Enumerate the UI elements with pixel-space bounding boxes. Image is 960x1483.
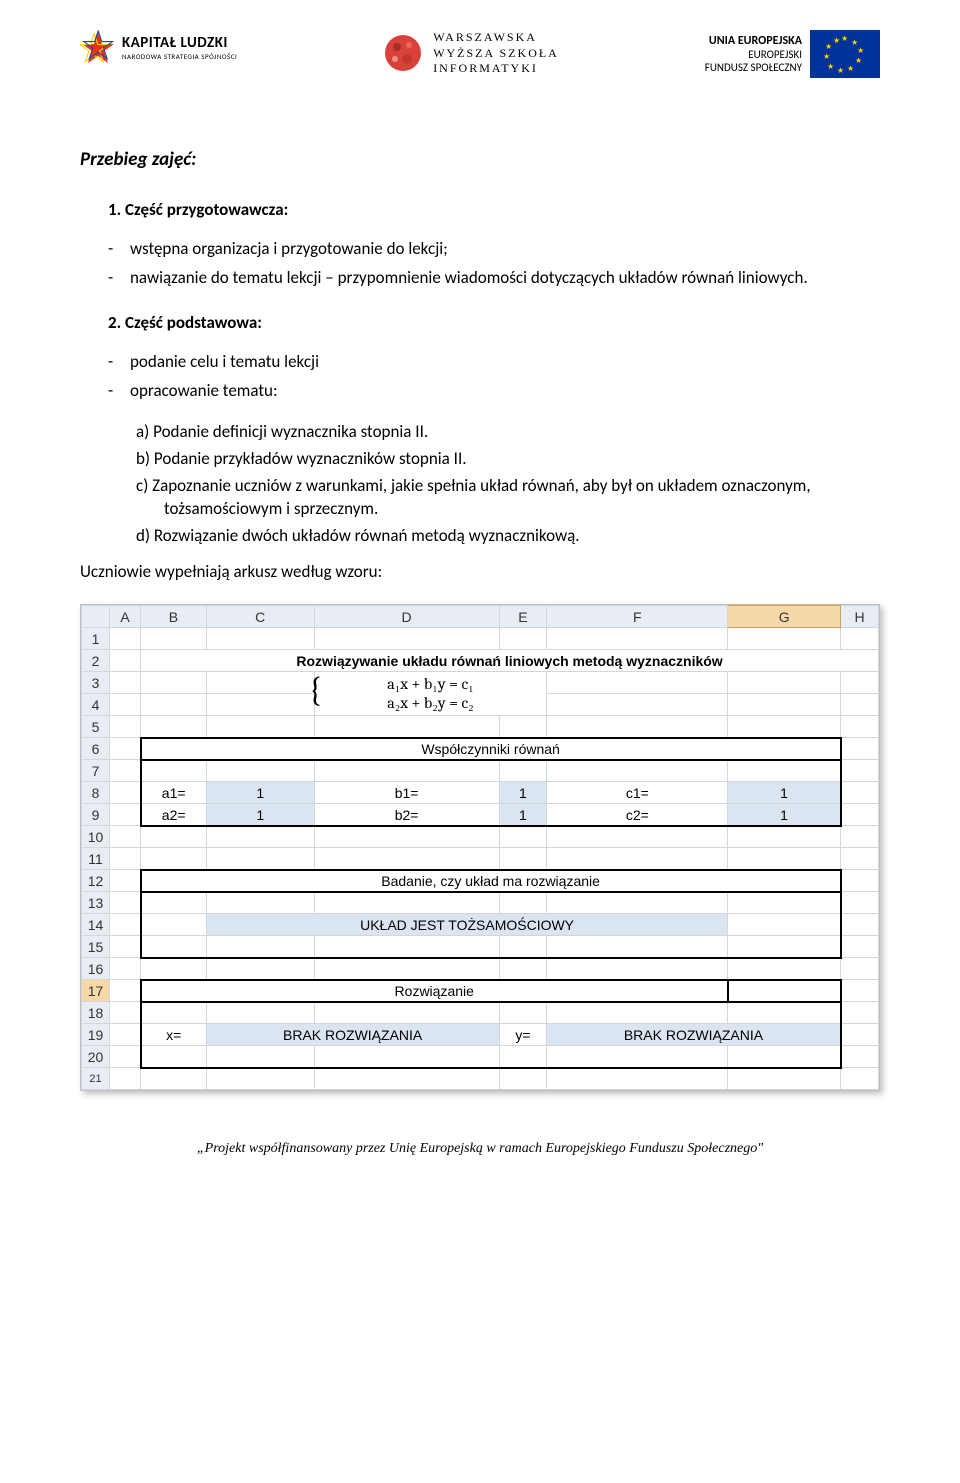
row-header: 4 [82,694,110,716]
row-header: 21 [82,1068,110,1090]
col-header: H [841,606,879,628]
cell-label: c2= [547,804,728,826]
list-item: b) Podanie przykładów wyznaczników stopn… [136,448,880,471]
row-header: 15 [82,936,110,958]
list-item: a) Podanie definicji wyznacznika stopnia… [136,421,880,444]
paragraph: Uczniowie wypełniają arkusz według wzoru… [80,561,880,582]
row-header: 6 [82,738,110,760]
col-header-selected: G [728,606,841,628]
logo-wwsi: WARSZAWSKA WYŻSZA SZKOŁA INFORMATYKI [383,30,559,77]
section2-heading: 2. Część podstawowa: [108,312,880,333]
cell-label: c1= [547,782,728,804]
row-header-selected: 17 [82,980,110,1002]
cell-label: x= [141,1024,207,1046]
row-header: 14 [82,914,110,936]
row-header: 20 [82,1046,110,1068]
list-item: wstępna organizacja i przygotowanie do l… [108,238,880,261]
document-header: KAPITAŁ LUDZKI NARODOWA STRATEGIA SPÓJNO… [80,30,880,78]
cell-value: 1 [499,804,547,826]
wwsi-line3: INFORMATYKI [433,61,559,77]
logo-eu: UNIA EUROPEJSKA EUROPEJSKI FUNDUSZ SPOŁE… [705,30,880,78]
eu-flag-icon: ★ ★ ★ ★ ★ ★ ★ ★ ★ ★ ★ ★ [810,30,880,78]
col-header: A [110,606,141,628]
equation-system: { a₁x + b₁y = c₁ a₂x + b₂y = c₂ [314,672,547,716]
list-item: opracowanie tematu: [108,380,880,403]
cell-value: 1 [728,782,841,804]
page-footer: „Projekt współfinansowany przez Unię Eur… [80,1141,880,1157]
row-header: 16 [82,958,110,980]
kl-subtitle: NARODOWA STRATEGIA SPÓJNOŚCI [122,53,237,60]
kl-star-icon [80,30,116,66]
list-item: d) Rozwiązanie dwóch układów równań meto… [136,525,880,548]
section2-alpha-list: a) Podanie definicji wyznacznika stopnia… [136,421,880,548]
section1-list: wstępna organizacja i przygotowanie do l… [108,238,880,290]
cell-value: 1 [206,782,314,804]
sheet-title: Rozwiązywanie układu równań liniowych me… [141,650,879,672]
list-item: nawiązanie do tematu lekcji – przypomnie… [108,267,880,290]
solution-x: BRAK ROZWIĄZANIA [206,1024,499,1046]
list-item: c) Zapoznanie uczniów z warunkami, jakie… [136,475,880,521]
row-header: 2 [82,650,110,672]
row-header: 1 [82,628,110,650]
eu-line1: UNIA EUROPEJSKA [705,34,802,48]
column-header-row: A B C D E F G H [82,606,879,628]
row-header: 8 [82,782,110,804]
corner-cell [82,606,110,628]
cell-label: a2= [141,804,207,826]
check-label: Badanie, czy układ ma rozwiązanie [141,870,841,892]
row-header: 9 [82,804,110,826]
col-header: E [499,606,547,628]
wwsi-circle-icon [383,33,423,73]
cell-value: 1 [499,782,547,804]
list-item: podanie celu i tematu lekcji [108,351,880,374]
section1-heading: 1. Część przygotowawcza: [108,199,880,220]
section-title: Przebieg zajęć: [80,148,880,171]
cell-label: a1= [141,782,207,804]
row-header: 12 [82,870,110,892]
kl-title: KAPITAŁ LUDZKI [122,36,237,51]
row-header: 19 [82,1024,110,1046]
cell-label: b2= [314,804,499,826]
row-header: 7 [82,760,110,782]
selected-cell [728,980,841,1002]
wwsi-line1: WARSZAWSKA [433,30,559,46]
spreadsheet-grid: A B C D E F G H 1 2 Rozwiązywanie układu… [81,605,879,1090]
row-header: 13 [82,892,110,914]
wwsi-line2: WYŻSZA SZKOŁA [433,46,559,62]
cell-value: 1 [206,804,314,826]
col-header: C [206,606,314,628]
eu-line2: EUROPEJSKI [705,48,802,61]
cell-label: b1= [314,782,499,804]
row-header: 3 [82,672,110,694]
row-header: 11 [82,848,110,870]
col-header: B [141,606,207,628]
eu-line3: FUNDUSZ SPOŁECZNY [705,61,802,74]
row-header: 10 [82,826,110,848]
logo-kapital-ludzki: KAPITAŁ LUDZKI NARODOWA STRATEGIA SPÓJNO… [80,30,237,66]
section2-list: podanie celu i tematu lekcji opracowanie… [108,351,880,403]
cell-label: y= [499,1024,547,1046]
check-result: UKŁAD JEST TOŻSAMOŚCIOWY [206,914,728,936]
spreadsheet-screenshot: A B C D E F G H 1 2 Rozwiązywanie układu… [80,604,880,1091]
coef-label: Współczynniki równań [141,738,841,760]
row-header: 5 [82,716,110,738]
solution-y: BRAK ROZWIĄZANIA [547,1024,841,1046]
col-header: F [547,606,728,628]
cell-value: 1 [728,804,841,826]
row-header: 18 [82,1002,110,1024]
col-header: D [314,606,499,628]
solution-label: Rozwiązanie [141,980,728,1002]
